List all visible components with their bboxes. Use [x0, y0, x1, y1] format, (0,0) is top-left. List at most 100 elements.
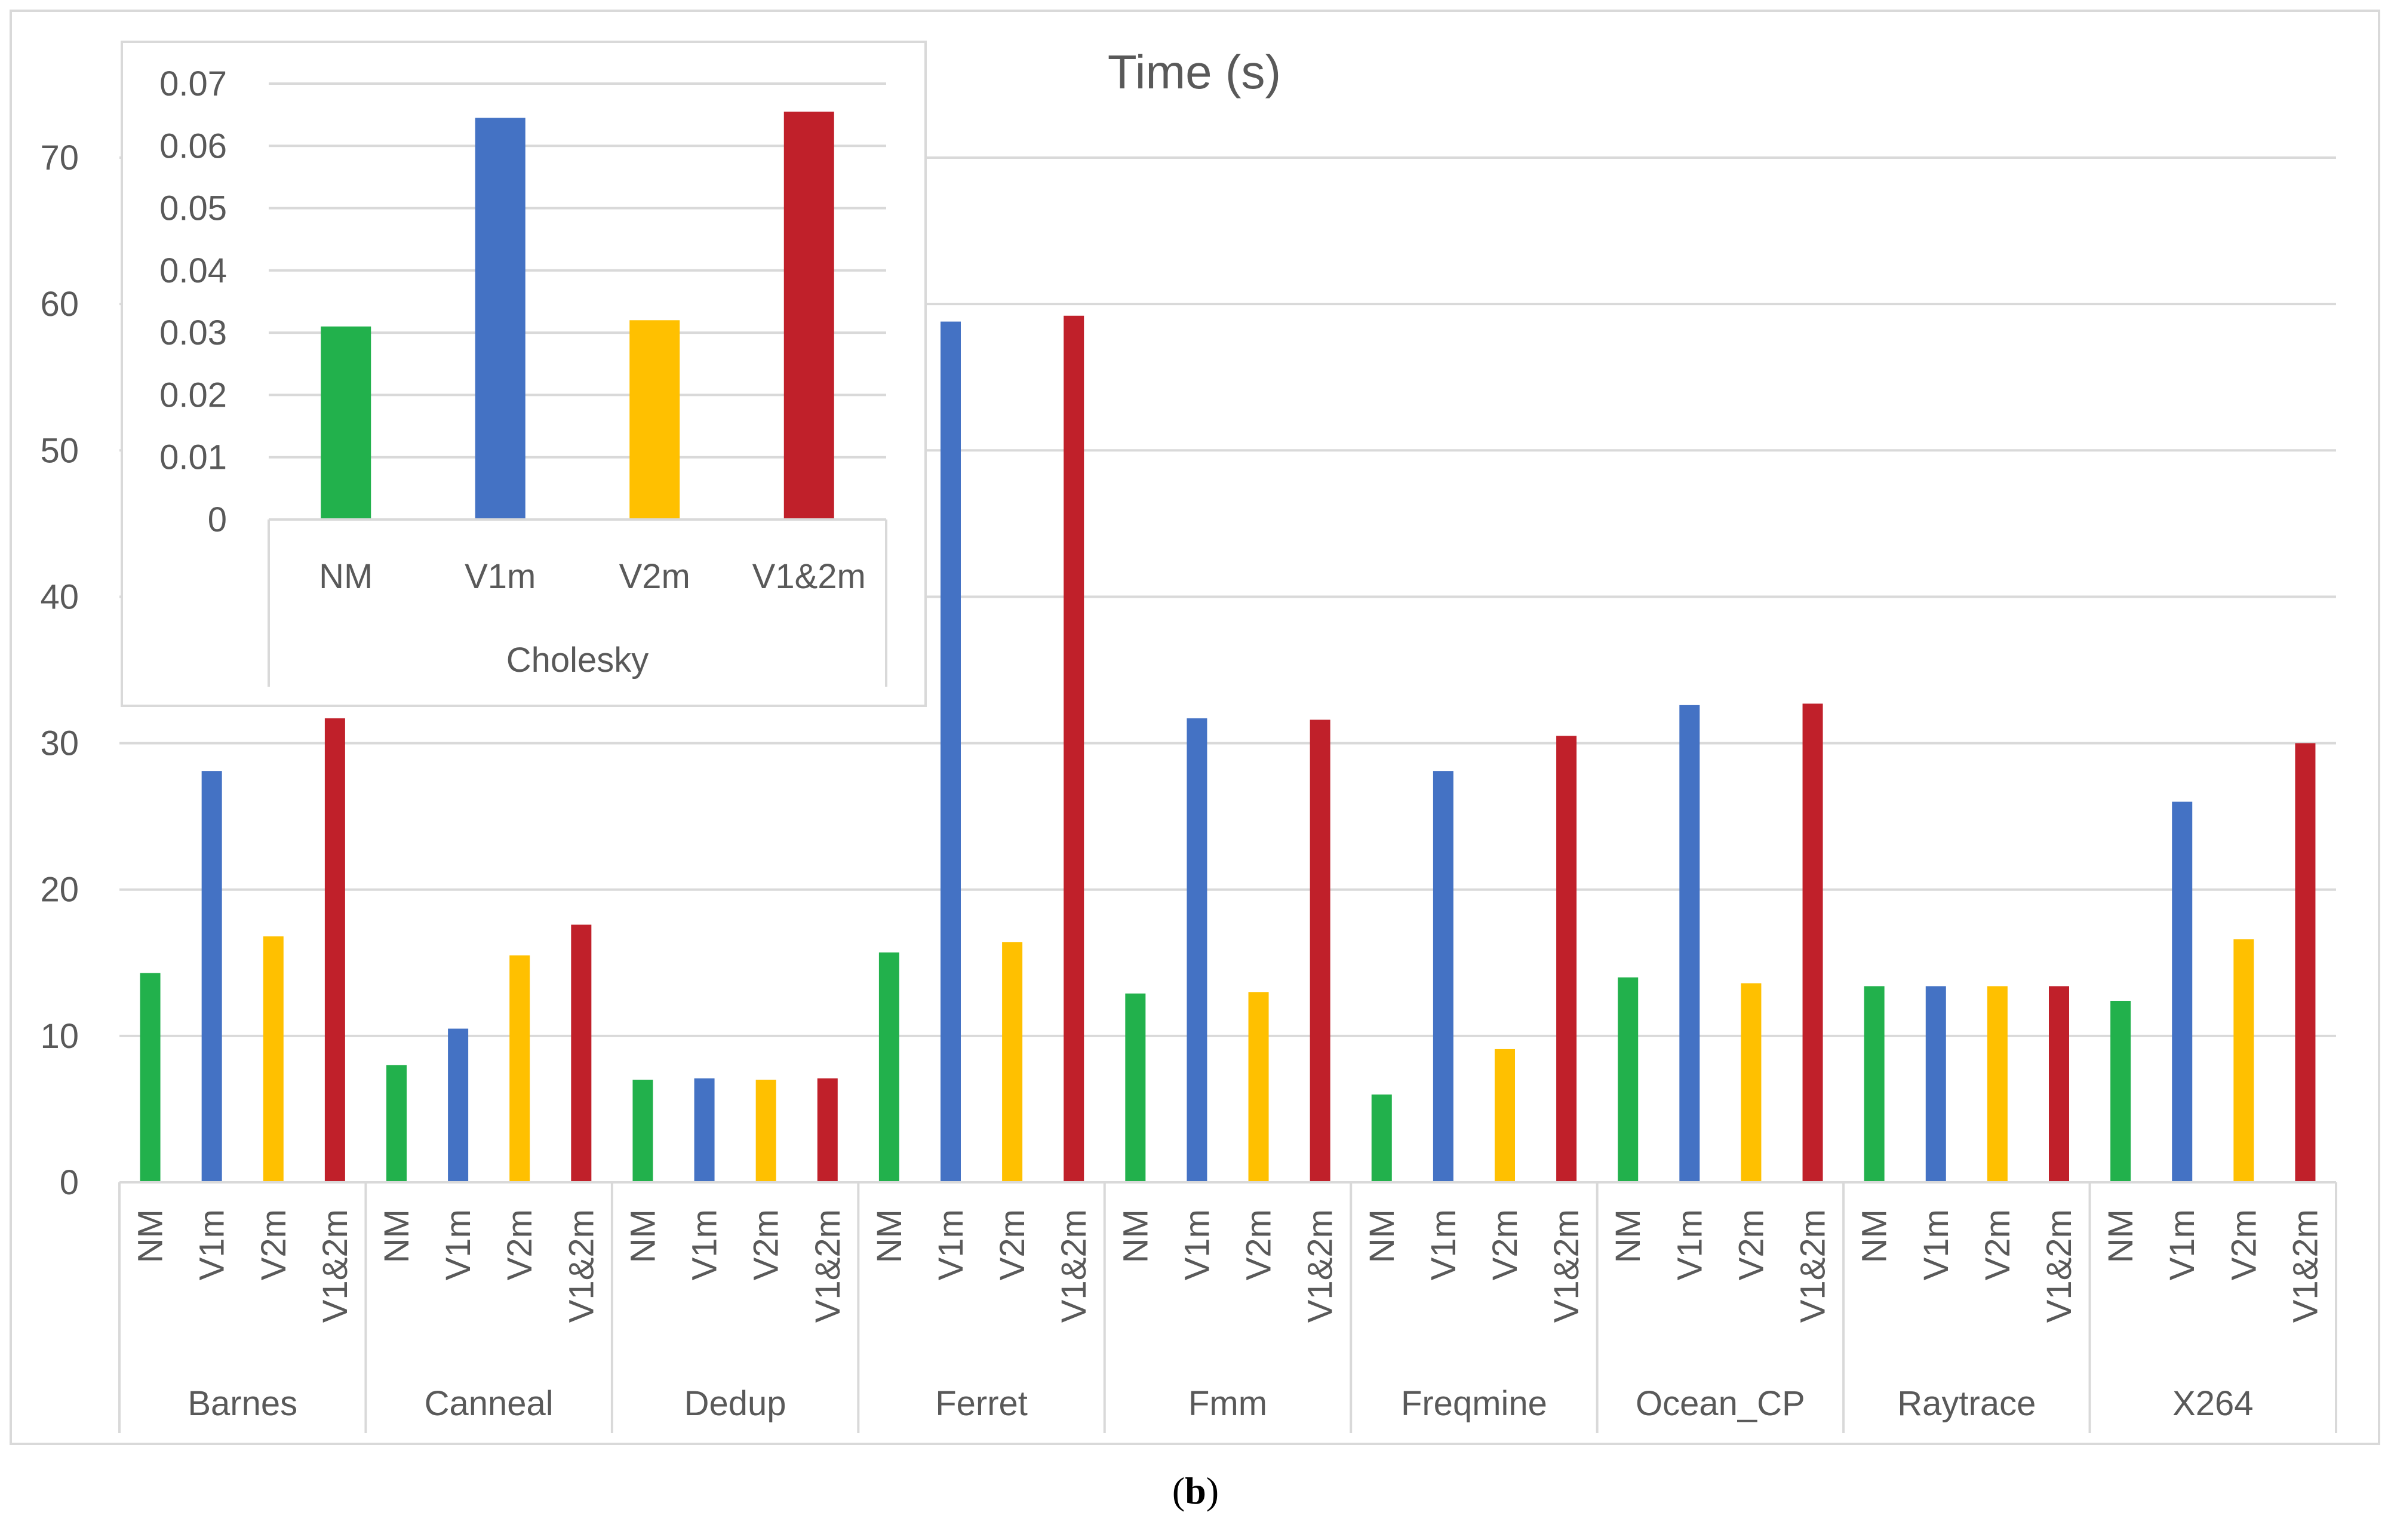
x-variant-label: V2m	[500, 1209, 539, 1280]
x-variant-label: V2m	[1486, 1209, 1525, 1280]
caption-open-paren: (	[1172, 1470, 1185, 1512]
x-variant-label: V2m	[747, 1209, 786, 1280]
bar-dedup-v1m	[694, 1078, 715, 1182]
x-variant-label: NM	[1116, 1209, 1155, 1263]
bar-dedup-nm	[632, 1080, 653, 1182]
bar-x264-v1m	[2172, 801, 2193, 1182]
inset-x-variant-label: V1m	[465, 557, 536, 596]
x-variant-label: NM	[131, 1209, 170, 1263]
x-group-label-dedup: Dedup	[684, 1384, 786, 1423]
inset-y-tick-label: 0.02	[159, 376, 227, 414]
bar-freqmine-v1and2m	[1556, 736, 1577, 1182]
x-group-label-ferret: Ferret	[935, 1384, 1028, 1423]
x-group-label-freqmine: Freqmine	[1401, 1384, 1547, 1423]
inset-x-group-label: Cholesky	[506, 641, 649, 680]
bar-fmm-v2m	[1248, 992, 1269, 1182]
x-variant-label: V1m	[193, 1209, 232, 1280]
main-y-axis: 0 10 20 30 40 50 60 70	[40, 139, 79, 1202]
inset-bar-cholesky-v1m	[475, 118, 525, 520]
bar-canneal-v2m	[509, 955, 530, 1182]
bar-ocean-cp-v2m	[1741, 983, 1762, 1182]
bar-canneal-nm	[386, 1065, 407, 1182]
inset-bar-cholesky-v1and2m	[783, 111, 834, 520]
inset-y-tick-label: 0.05	[159, 189, 227, 228]
bar-canneal-v1m	[448, 1028, 469, 1182]
inset-chart: 0 0.01 0.02 0.03 0.04 0.05 0.06 0.07 NM V1m V2m V1…	[121, 41, 927, 707]
y-tick-label: 40	[40, 577, 79, 616]
x-variant-label: V1m	[2163, 1209, 2202, 1280]
x-variant-label: V1&2m	[562, 1209, 601, 1323]
inset-y-tick-label: 0.03	[159, 313, 227, 352]
inset-y-tick-label: 0.06	[159, 127, 227, 165]
bar-ocean-cp-v1m	[1679, 705, 1700, 1182]
main-bars	[140, 315, 2316, 1182]
y-tick-label: 20	[40, 871, 79, 909]
bar-x264-v2m	[2233, 939, 2254, 1182]
inset-x-variant-label: V1&2m	[752, 557, 866, 596]
bar-freqmine-v2m	[1495, 1049, 1515, 1182]
x-variant-label: V1m	[439, 1209, 478, 1280]
bar-ferret-v2m	[1002, 942, 1023, 1182]
bar-freqmine-v1m	[1433, 771, 1453, 1182]
x-group-label-canneal: Canneal	[425, 1384, 554, 1423]
caption-close-paren: )	[1206, 1470, 1219, 1512]
x-variant-label: V1m	[686, 1209, 724, 1280]
figure-caption: (b)	[0, 1469, 2391, 1513]
y-tick-label: 50	[40, 431, 79, 470]
x-group-label-raytrace: Raytrace	[1897, 1384, 2036, 1423]
bar-dedup-v1and2m	[817, 1078, 838, 1182]
x-variant-label: V2m	[1240, 1209, 1279, 1280]
x-variant-label: V1&2m	[2040, 1209, 2079, 1323]
chart-area: 0 10 20 30 40 50 60 70 NM V1m V2m V1&2m Barnes NM V1m…	[10, 10, 2380, 1445]
x-variant-label: V1&2m	[1301, 1209, 1340, 1323]
bar-barnes-v1m	[201, 771, 222, 1182]
bar-canneal-v1and2m	[571, 924, 592, 1182]
bar-dedup-v2m	[755, 1080, 776, 1182]
x-variant-label: NM	[377, 1209, 416, 1263]
x-variant-label: V1&2m	[1794, 1209, 1833, 1323]
x-group-label-x264: X264	[2172, 1384, 2253, 1423]
bar-ferret-v1and2m	[1064, 315, 1084, 1182]
x-group-label-fmm: Fmm	[1188, 1384, 1267, 1423]
x-variant-label: V1m	[1670, 1209, 1709, 1280]
x-variant-label: V1&2m	[1547, 1209, 1586, 1323]
inset-y-tick-label: 0	[208, 500, 227, 539]
y-tick-label: 10	[40, 1017, 79, 1056]
x-variant-label: V2m	[993, 1209, 1032, 1280]
inset-x-variant-label: NM	[319, 557, 373, 596]
y-tick-label: 60	[40, 285, 79, 324]
inset-bar-cholesky-v2m	[629, 320, 680, 520]
bar-x264-v1and2m	[2295, 743, 2316, 1182]
x-variant-label: V2m	[1732, 1209, 1771, 1280]
x-variant-label: V1&2m	[1055, 1209, 1093, 1323]
bar-raytrace-nm	[1864, 986, 1885, 1182]
x-group-label-ocean-cp: Ocean_CP	[1636, 1384, 1805, 1423]
bar-raytrace-v2m	[1987, 986, 2008, 1182]
chart-title: Time (s)	[1108, 45, 1281, 99]
x-variant-label: NM	[623, 1209, 662, 1263]
bar-barnes-v1and2m	[324, 718, 345, 1182]
bar-barnes-v2m	[263, 936, 284, 1182]
inset-y-axis: 0 0.01 0.02 0.03 0.04 0.05 0.06 0.07	[159, 64, 227, 539]
inset-y-tick-label: 0.01	[159, 438, 227, 477]
x-variant-label: V1m	[1424, 1209, 1463, 1280]
x-variant-label: V1m	[932, 1209, 970, 1280]
bar-ocean-cp-nm	[1618, 977, 1639, 1182]
inset-bars	[321, 111, 834, 520]
x-variant-label: NM	[1855, 1209, 1894, 1263]
bar-fmm-v1m	[1187, 718, 1207, 1182]
x-variant-label: NM	[2101, 1209, 2140, 1263]
bar-ferret-v1m	[941, 321, 961, 1182]
bar-fmm-nm	[1125, 993, 1146, 1182]
bar-raytrace-v1and2m	[2049, 986, 2069, 1182]
bar-raytrace-v1m	[1925, 986, 1946, 1182]
y-tick-label: 70	[40, 139, 79, 177]
bar-fmm-v1and2m	[1310, 720, 1330, 1182]
inset-x-variant-label: V2m	[619, 557, 690, 596]
bar-freqmine-nm	[1371, 1094, 1392, 1182]
bar-x264-nm	[2110, 1001, 2131, 1182]
inset-x-axis: NM V1m V2m V1&2m Cholesky	[268, 518, 887, 687]
x-variant-label: NM	[1609, 1209, 1648, 1263]
x-variant-label: V1&2m	[316, 1209, 355, 1323]
